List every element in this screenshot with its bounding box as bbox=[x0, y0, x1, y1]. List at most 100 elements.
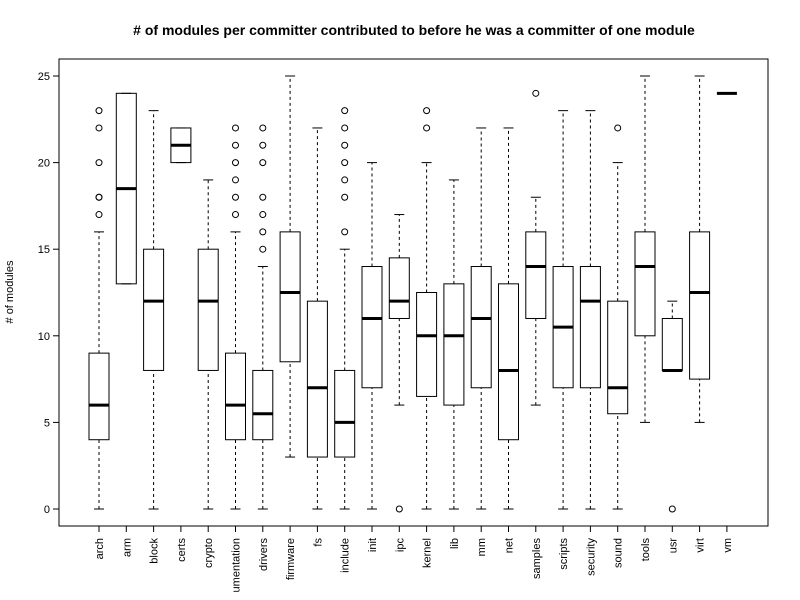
box-iqr bbox=[634, 231, 656, 337]
x-tick-label: crypto bbox=[203, 538, 215, 568]
y-axis: 0 5 10 15 20 25 bbox=[38, 71, 60, 516]
x-tick-label: mm bbox=[476, 538, 488, 556]
outlier-point bbox=[423, 124, 431, 132]
outlier-point bbox=[232, 159, 239, 167]
x-tick-label: sound bbox=[613, 538, 625, 568]
box-certs bbox=[170, 127, 192, 164]
box-iqr bbox=[279, 231, 301, 363]
box-iqr bbox=[225, 352, 246, 441]
box-iqr bbox=[525, 231, 547, 319]
outlier-point bbox=[232, 176, 239, 184]
box-usr bbox=[661, 300, 683, 513]
outlier-point bbox=[232, 211, 239, 219]
x-tick-label: kernel bbox=[422, 538, 434, 568]
y-tick-label: 20 bbox=[38, 158, 50, 170]
box-iqr bbox=[498, 283, 519, 441]
outlier-point bbox=[95, 124, 103, 132]
box-iqr bbox=[143, 248, 165, 371]
x-tick-label: arm bbox=[121, 538, 133, 557]
outlier-point bbox=[341, 193, 349, 201]
box-scripts bbox=[552, 110, 574, 510]
box-iqr bbox=[334, 369, 356, 458]
x-tick-label: init bbox=[367, 538, 379, 552]
box-iqr bbox=[443, 283, 465, 406]
box-fs bbox=[306, 127, 328, 510]
x-tick-label: certs bbox=[176, 538, 188, 562]
box-crypto bbox=[197, 179, 219, 510]
y-axis-title: # of modules bbox=[4, 260, 16, 323]
box-iqr bbox=[306, 300, 328, 458]
x-tick-label: net bbox=[504, 538, 516, 553]
x-tick-label: umentation bbox=[231, 538, 243, 592]
outlier-point bbox=[341, 159, 349, 167]
outlier-point bbox=[232, 141, 239, 149]
box-mm bbox=[470, 127, 492, 510]
outlier-point bbox=[259, 245, 267, 253]
x-tick-label: vm bbox=[722, 538, 734, 553]
box-net bbox=[498, 127, 519, 510]
box-security bbox=[579, 110, 601, 510]
outlier-point bbox=[95, 107, 103, 115]
y-tick-label: 0 bbox=[44, 504, 50, 516]
box-iqr bbox=[252, 369, 274, 441]
outlier-point bbox=[668, 505, 676, 513]
y-tick-label: 15 bbox=[38, 244, 50, 256]
box-arch bbox=[88, 107, 110, 510]
x-tick-label: firmware bbox=[285, 538, 297, 580]
box-virt bbox=[689, 75, 711, 423]
y-tick-label: 5 bbox=[44, 417, 50, 429]
outlier-point bbox=[232, 124, 239, 132]
y-tick-label: 10 bbox=[38, 331, 50, 343]
box-include bbox=[334, 107, 356, 510]
x-tick-label: block bbox=[149, 538, 161, 564]
box-iqr bbox=[607, 300, 629, 415]
box-iqr bbox=[361, 266, 383, 389]
box-init bbox=[361, 162, 383, 510]
box-firmware bbox=[279, 75, 301, 458]
box-kernel bbox=[416, 107, 438, 510]
box-block bbox=[143, 110, 165, 510]
box-iqr bbox=[88, 352, 110, 441]
box-lib bbox=[443, 179, 465, 510]
x-tick-label: ipc bbox=[394, 538, 406, 553]
outlier-point bbox=[614, 124, 622, 132]
box-iqr bbox=[579, 266, 601, 389]
boxes-layer bbox=[88, 75, 737, 513]
box-sound bbox=[607, 124, 629, 510]
outlier-point bbox=[395, 505, 403, 513]
x-tick-label: scripts bbox=[558, 538, 570, 570]
box-umentation bbox=[225, 124, 246, 510]
x-tick-label: include bbox=[340, 538, 352, 573]
x-tick-label: fs bbox=[312, 538, 324, 547]
outlier-point bbox=[259, 211, 267, 219]
x-axis-labels: arch arm block certs crypto umentation drivers… bbox=[94, 526, 734, 592]
box-samples bbox=[525, 89, 547, 406]
outlier-point bbox=[341, 176, 349, 184]
box-arm bbox=[115, 92, 137, 285]
x-tick-label: usr bbox=[667, 538, 679, 554]
outlier-point bbox=[259, 124, 267, 132]
plot-frame bbox=[58, 58, 769, 527]
box-iqr bbox=[388, 257, 410, 319]
outlier-point bbox=[259, 159, 267, 167]
outlier-point bbox=[341, 107, 349, 115]
box-ipc bbox=[388, 214, 410, 513]
outlier-point bbox=[232, 193, 239, 201]
outlier-point bbox=[259, 193, 267, 201]
x-tick-label: virt bbox=[695, 538, 707, 553]
box-drivers bbox=[252, 124, 274, 510]
x-tick-label: security bbox=[585, 538, 597, 576]
outlier-point bbox=[95, 211, 103, 219]
outlier-point bbox=[95, 159, 103, 167]
box-iqr bbox=[416, 292, 438, 397]
x-tick-label: lib bbox=[449, 538, 461, 549]
x-tick-label: samples bbox=[531, 538, 543, 579]
x-tick-label: arch bbox=[94, 538, 106, 559]
x-tick-label: drivers bbox=[258, 538, 270, 572]
box-tools bbox=[634, 75, 656, 423]
x-tick-label: tools bbox=[640, 538, 652, 562]
outlier-point bbox=[259, 141, 267, 149]
box-iqr bbox=[197, 248, 219, 371]
y-tick-label: 25 bbox=[38, 71, 50, 83]
